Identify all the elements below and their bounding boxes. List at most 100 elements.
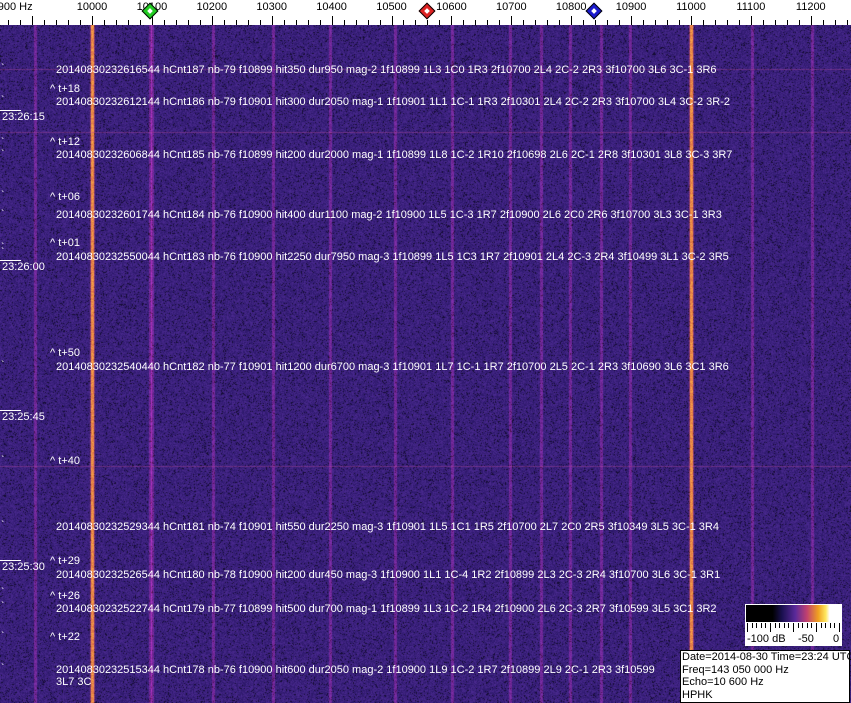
axis-tick: [655, 20, 657, 25]
scale-tick: [802, 623, 804, 628]
tick-mark-icon: `: [1, 190, 5, 201]
tick-mark-icon: `: [1, 587, 5, 598]
axis-tick: [223, 20, 225, 25]
offset-label: ^ t+12: [50, 136, 80, 148]
axis-tick: [163, 20, 165, 25]
red-marker-icon[interactable]: [418, 2, 436, 20]
axis-tick: [175, 20, 177, 25]
offset-label: ^ t+22: [50, 631, 80, 643]
axis-label: 9900 Hz: [0, 1, 33, 13]
axis-tick: [283, 20, 285, 25]
axis-tick: [235, 20, 237, 25]
detection-line: 20140830232529344 hCnt181 nb-74 f10901 h…: [56, 521, 719, 533]
axis-tick: [643, 20, 645, 25]
scale-tick: [779, 623, 781, 628]
axis-tick: [307, 20, 309, 25]
time-label: 23:25:30: [2, 561, 45, 573]
axis-label: 10300: [256, 1, 287, 13]
scale-tick: [839, 623, 840, 632]
offset-label: ^ t+40: [50, 455, 80, 467]
axis-tick: [32, 16, 34, 25]
axis-tick: [415, 20, 417, 25]
scale-tick: [770, 623, 771, 632]
scale-label-mid: -50: [798, 633, 814, 645]
offset-label: ^ t+01: [50, 237, 80, 249]
detection-line: 20140830232550044 hCnt183 nb-76 f10900 h…: [56, 251, 729, 263]
detection-line: 20140830232606844 hCnt185 nb-76 f10899 h…: [56, 149, 733, 161]
axis-tick: [798, 20, 800, 25]
color-scale: -100 dB -50 0: [745, 604, 842, 646]
axis-tick: [571, 16, 573, 25]
offset-label: ^ t+26: [50, 590, 80, 602]
axis-label: 10700: [496, 1, 527, 13]
axis-tick: [319, 20, 321, 25]
time-label: 23:25:45: [2, 411, 45, 423]
scale-tick: [793, 623, 794, 632]
axis-tick: [607, 20, 609, 25]
axis-label: 11200: [795, 1, 826, 13]
axis-tick: [8, 20, 10, 25]
tick-mark-icon: `: [1, 455, 5, 466]
blue-marker-icon[interactable]: [585, 2, 603, 20]
axis-tick: [427, 20, 429, 25]
axis-tick: [559, 20, 561, 25]
time-marker-line: [0, 260, 21, 261]
tick-mark-icon: `: [1, 95, 5, 106]
info-echo: Echo=10 600 Hz: [682, 676, 764, 688]
axis-tick: [631, 16, 633, 25]
time-label: 23:26:00: [2, 261, 45, 273]
offset-label: ^ t+06: [50, 191, 80, 203]
axis-tick: [834, 20, 836, 25]
tick-mark-icon: `: [1, 63, 5, 74]
scale-tick: [747, 623, 748, 632]
axis-tick: [583, 20, 585, 25]
axis-tick: [535, 20, 537, 25]
scale-tick: [751, 623, 753, 628]
axis-tick: [487, 20, 489, 25]
axis-tick: [115, 20, 117, 25]
axis-tick: [511, 16, 513, 25]
axis-label: 10200: [196, 1, 228, 13]
axis-tick: [451, 16, 453, 25]
axis-tick: [211, 16, 213, 25]
tick-mark-icon: `: [1, 631, 5, 642]
axis-tick: [810, 16, 812, 25]
time-label: 23:26:15: [2, 111, 45, 123]
tick-mark-icon: `: [1, 520, 5, 531]
axis-tick: [199, 20, 201, 25]
axis-tick: [379, 20, 381, 25]
scale-label-max: 0: [833, 633, 840, 645]
axis-tick: [139, 20, 141, 25]
axis-tick: [619, 20, 621, 25]
tick-mark-icon: `: [1, 242, 5, 253]
tick-mark-icon: `: [1, 663, 5, 674]
offset-label: ^ t+18: [50, 83, 80, 95]
scale-tick: [797, 623, 799, 628]
info-date-time: Date=2014-08-30 Time=23:24 UTC: [682, 651, 851, 663]
scale-tick: [834, 623, 836, 628]
scale-tick: [783, 623, 785, 628]
axis-tick: [523, 20, 525, 25]
axis-tick: [331, 16, 333, 25]
axis-label: 11000: [676, 1, 706, 13]
axis-tick: [750, 16, 752, 25]
offset-label: ^ t+50: [50, 347, 80, 359]
axis-tick: [738, 20, 740, 25]
axis-tick: [355, 20, 357, 25]
frequency-axis[interactable]: 9900 Hz100001010010200103001040010500106…: [0, 0, 851, 25]
detection-line: 20140830232515344 hCnt178 nb-76 f10900 h…: [56, 664, 655, 688]
waterfall-spectrogram: [0, 25, 851, 703]
axis-label: 10800: [555, 1, 587, 13]
color-scale-gradient: [746, 605, 841, 622]
axis-tick: [391, 16, 393, 25]
tick-mark-icon: `: [1, 209, 5, 220]
scale-tick: [829, 623, 831, 628]
axis-tick: [295, 20, 297, 25]
axis-tick: [667, 20, 669, 25]
detection-line: 20140830232526544 hCnt180 nb-78 f10900 h…: [56, 569, 721, 581]
detection-line: 20140830232601744 hCnt184 nb-76 f10900 h…: [56, 209, 722, 221]
detection-line: 20140830232540440 hCnt182 nb-77 f10901 h…: [56, 361, 729, 373]
axis-tick: [367, 20, 369, 25]
axis-tick: [463, 20, 465, 25]
axis-tick: [475, 20, 477, 25]
